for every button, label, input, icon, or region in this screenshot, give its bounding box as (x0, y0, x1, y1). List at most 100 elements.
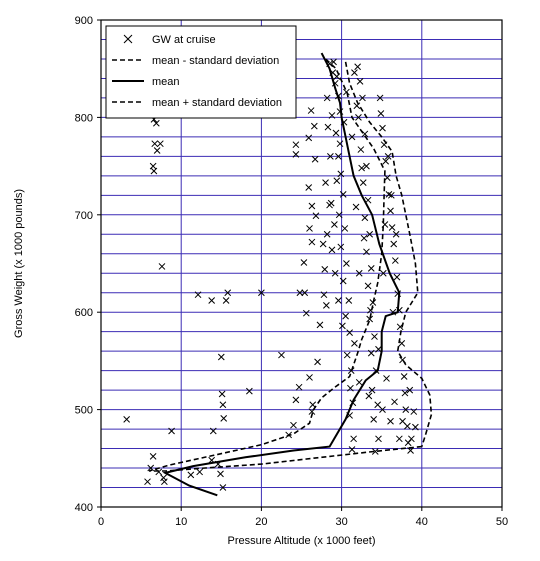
data-point (314, 358, 321, 366)
data-point (290, 421, 297, 429)
data-point (144, 478, 151, 486)
data-point (343, 260, 350, 267)
x-axis-label: Pressure Altitude (x 1000 feet) (228, 535, 376, 547)
marker-stroke (377, 110, 385, 117)
data-point (311, 155, 319, 163)
data-point (337, 170, 345, 178)
data-point (168, 427, 175, 435)
marker-stroke (387, 207, 394, 215)
data-point (147, 464, 155, 472)
data-point (348, 446, 356, 453)
marker-stroke (302, 309, 310, 317)
data-point (218, 390, 226, 398)
series-3 (162, 52, 401, 497)
marker-stroke (358, 164, 366, 172)
x-tick-label: 10 (175, 516, 187, 528)
data-point (301, 289, 309, 297)
data-point (379, 406, 386, 413)
x-axis-ticks: 0 10 20 30 40 50 (98, 507, 508, 528)
marker-stroke (208, 456, 216, 464)
data-point (350, 435, 357, 443)
marker-stroke (316, 321, 324, 329)
marker-stroke (319, 240, 327, 248)
data-point (371, 333, 378, 340)
data-point (341, 225, 349, 232)
marker-stroke (149, 452, 157, 460)
marker-stroke (368, 386, 376, 394)
marker-stroke (365, 392, 373, 400)
data-point (371, 448, 379, 455)
data-point (368, 386, 376, 394)
data-point (359, 94, 366, 102)
data-point (339, 190, 347, 198)
marker-stroke (156, 140, 164, 148)
data-point (343, 351, 351, 359)
legend: GW at cruise mean - standard deviation mea… (105, 25, 297, 119)
marker-stroke (218, 390, 226, 398)
marker-stroke (391, 398, 398, 406)
marker-stroke (308, 238, 316, 246)
marker-stroke (335, 153, 342, 160)
data-point (220, 415, 228, 422)
marker-stroke (383, 375, 390, 382)
data-point (355, 114, 362, 121)
data-point (217, 470, 224, 478)
marker-stroke (292, 151, 300, 158)
data-point (217, 353, 225, 361)
data-point (320, 291, 328, 299)
data-point (324, 123, 332, 131)
marker-stroke (375, 345, 382, 353)
data-point (361, 214, 369, 222)
legend-item: mean (112, 76, 180, 88)
marker-stroke (209, 427, 217, 435)
marker-stroke (367, 349, 375, 357)
series-line (162, 52, 401, 497)
data-point (312, 212, 320, 220)
marker-stroke (324, 123, 332, 131)
legend-label: GW at cruise (152, 34, 216, 46)
data-point (316, 321, 324, 329)
data-point (336, 140, 344, 148)
marker-stroke (335, 297, 342, 304)
data-point (375, 345, 382, 353)
y-tick-label: 700 (75, 210, 93, 222)
marker-stroke (392, 230, 400, 238)
marker-stroke (161, 478, 168, 486)
data-point (156, 140, 164, 148)
marker-stroke (371, 333, 378, 340)
data-point (356, 78, 364, 85)
data-point (321, 265, 329, 273)
data-point (194, 291, 202, 299)
data-point (343, 88, 350, 96)
data-point (296, 289, 304, 297)
marker-stroke (407, 447, 414, 454)
marker-stroke (322, 179, 329, 187)
marker-stroke (387, 191, 395, 199)
marker-stroke (123, 34, 133, 44)
data-point (292, 396, 300, 404)
data-point (330, 58, 337, 66)
data-point (302, 309, 310, 317)
marker-stroke (331, 79, 339, 87)
data-point (391, 257, 399, 264)
y-axis-ticks: 400 500 600 700 800 900 (75, 15, 101, 514)
marker-stroke (351, 340, 358, 347)
marker-stroke (391, 257, 399, 264)
y-axis-label: Gross Weight (x 1000 pounds) (13, 189, 25, 338)
marker-stroke (404, 422, 411, 430)
x-tick-label: 20 (255, 516, 267, 528)
marker-stroke (355, 269, 363, 277)
data-point (391, 398, 398, 406)
data-point (369, 299, 377, 306)
marker-stroke (384, 153, 392, 160)
data-point (354, 63, 361, 71)
marker-stroke (300, 259, 308, 266)
data-point (392, 230, 400, 238)
marker-stroke (339, 277, 347, 285)
data-point (410, 408, 418, 415)
data-point (187, 471, 195, 479)
marker-stroke (278, 351, 285, 359)
data-point (306, 225, 313, 232)
series-line (344, 61, 433, 447)
data-point (363, 162, 370, 170)
